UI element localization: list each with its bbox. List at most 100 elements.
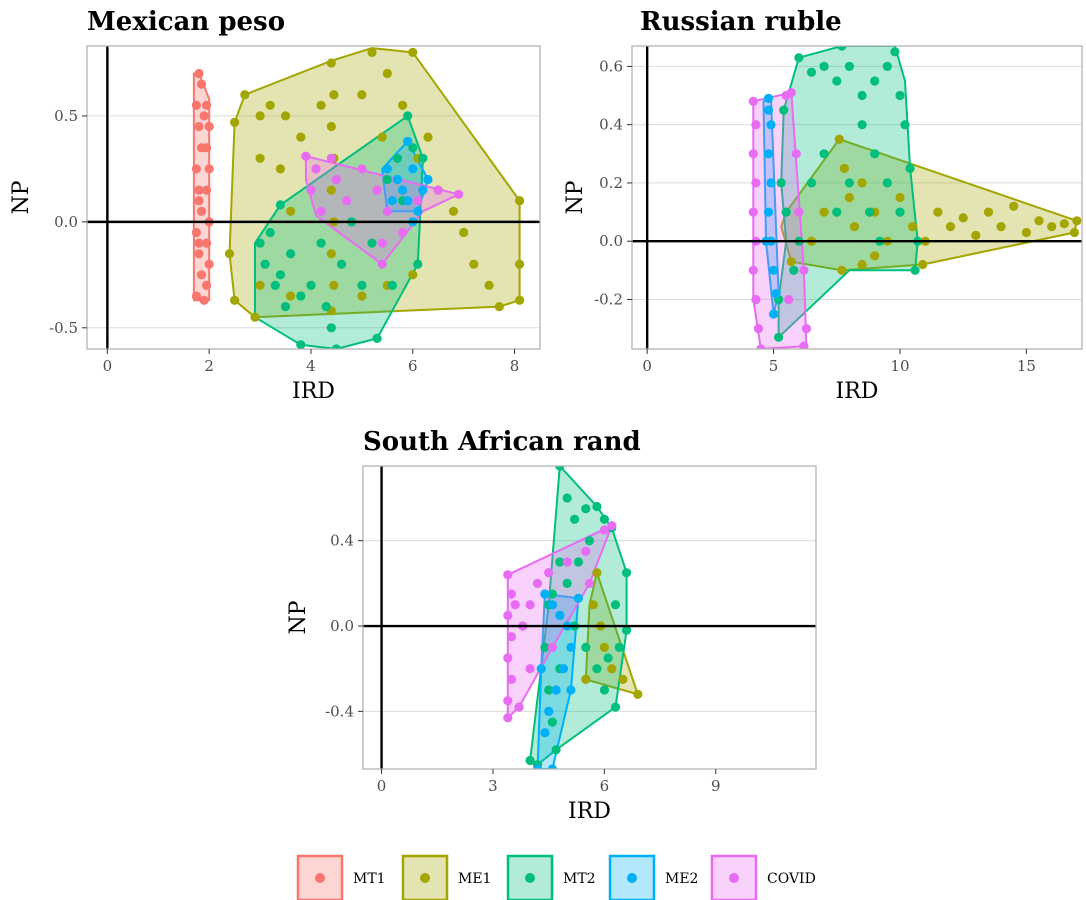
point-me1 — [1034, 216, 1044, 226]
point-mt2 — [870, 76, 880, 86]
point-covid — [799, 341, 809, 349]
point-mt2 — [555, 466, 565, 471]
point-me1 — [448, 206, 459, 216]
point-me2 — [766, 120, 776, 130]
point-covid — [748, 149, 758, 159]
y-tick-label: 0.4 — [599, 116, 623, 134]
point-me1 — [933, 207, 943, 217]
point-me1 — [240, 90, 250, 100]
point-me1 — [357, 90, 367, 100]
point-mt2 — [316, 238, 326, 248]
y-tick-label: -0.5 — [49, 319, 78, 337]
point-me1 — [857, 259, 867, 270]
point-covid — [372, 185, 382, 195]
point-me1 — [837, 265, 847, 275]
point-me2 — [413, 206, 423, 216]
point-mt2 — [776, 178, 786, 188]
point-me1 — [515, 259, 525, 269]
point-me2 — [551, 685, 561, 695]
point-mt1 — [191, 227, 201, 238]
point-me2 — [398, 185, 408, 195]
panel-border — [86, 45, 541, 350]
point-me1 — [1069, 227, 1079, 238]
point-mt2 — [555, 557, 565, 567]
point-mt2 — [832, 207, 842, 217]
point-me1 — [484, 280, 494, 290]
point-mt1 — [199, 295, 209, 305]
point-me1 — [834, 134, 844, 144]
point-mt2 — [573, 557, 584, 567]
point-mt1 — [191, 100, 201, 110]
point-mt2 — [844, 178, 855, 188]
plot-background — [87, 46, 540, 349]
point-mt2 — [326, 323, 336, 333]
y-tick-label: -0.2 — [594, 290, 623, 308]
point-me1 — [895, 192, 905, 203]
point-me1 — [367, 47, 377, 58]
point-me1 — [958, 213, 968, 223]
point-me1 — [607, 664, 617, 674]
point-me1 — [844, 192, 855, 203]
point-mt2 — [584, 536, 595, 546]
point-me1 — [230, 117, 240, 127]
point-covid — [398, 227, 408, 238]
point-me1 — [329, 280, 339, 290]
point-covid — [562, 557, 572, 567]
point-mt2 — [819, 149, 829, 159]
point-mt2 — [905, 163, 915, 173]
y-tick-label: -0.4 — [325, 702, 354, 720]
point-mt1 — [204, 259, 214, 269]
point-mt2 — [540, 642, 550, 653]
point-covid — [525, 664, 535, 674]
plot-area — [87, 46, 540, 349]
point-me1 — [326, 121, 336, 132]
point-me2 — [423, 174, 433, 185]
point-mt2 — [562, 493, 572, 503]
x-tick-label: 4 — [306, 357, 316, 375]
point-mt2 — [910, 265, 920, 275]
point-mt2 — [408, 143, 418, 153]
point-mt2 — [870, 149, 880, 159]
point-covid — [599, 525, 610, 535]
point-me1 — [469, 259, 479, 269]
x-axis-title: IRD — [568, 799, 611, 824]
legend-marker — [315, 873, 325, 883]
y-tick-label: 0.0 — [54, 213, 78, 231]
x-tick-label: 6 — [600, 777, 610, 795]
legend-item-mt1: MT1 — [296, 854, 386, 900]
point-mt2 — [286, 249, 296, 259]
point-me1 — [255, 280, 265, 290]
point-me1 — [908, 222, 918, 232]
point-me2 — [540, 728, 550, 738]
point-covid — [748, 207, 758, 217]
point-mt1 — [202, 280, 212, 290]
legend-marker — [420, 873, 430, 883]
point-covid — [377, 259, 387, 269]
point-mt2 — [603, 653, 613, 663]
point-mt2 — [890, 47, 900, 57]
point-me2 — [558, 664, 569, 674]
point-me1 — [316, 100, 326, 110]
point-me1 — [408, 47, 418, 58]
point-mt1 — [194, 68, 204, 79]
point-mt2 — [592, 664, 602, 674]
x-tick-label: 6 — [408, 357, 418, 375]
point-me1 — [839, 163, 850, 173]
point-mt2 — [622, 625, 632, 635]
point-mt2 — [806, 67, 817, 77]
point-me1 — [849, 222, 860, 232]
point-covid — [306, 185, 316, 195]
x-tick-label: 8 — [510, 357, 520, 375]
point-me2 — [418, 185, 428, 195]
point-mt2 — [857, 90, 867, 101]
point-covid — [756, 344, 766, 349]
point-mt2 — [806, 178, 817, 188]
point-covid — [382, 206, 392, 216]
point-covid — [503, 610, 513, 621]
point-mt2 — [321, 302, 331, 312]
x-tick-label: 3 — [488, 777, 498, 795]
point-me1 — [296, 132, 306, 142]
legend-item-mt2: MT2 — [506, 854, 596, 900]
point-me1 — [326, 249, 336, 259]
point-me1 — [494, 302, 504, 312]
